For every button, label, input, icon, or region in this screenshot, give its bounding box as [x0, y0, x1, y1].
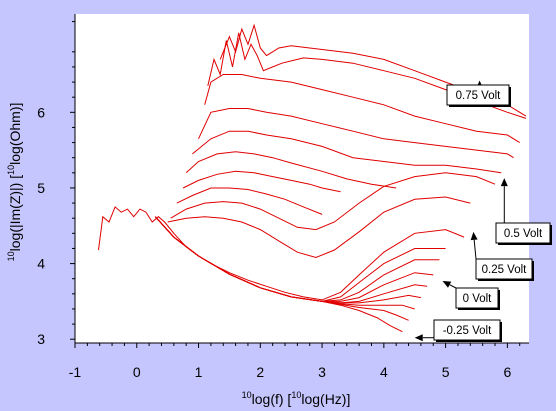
series-line-5: [185, 151, 397, 189]
series-line-6: [182, 170, 341, 193]
annotation-arrow-head: [414, 334, 423, 342]
series-layer: [98, 23, 527, 333]
series-line-1: [207, 32, 527, 119]
annotation-layer: 0.75 Volt 0.5 Volt 0.25 Volt 0 Volt -0.25 Vo…: [414, 80, 552, 342]
annotation: 0.75 Volt: [446, 80, 511, 107]
tick-layer: -1 0 1 2 3 4 5 6 3 4 5 6: [37, 21, 521, 380]
annotation-arrow-head: [500, 178, 508, 187]
annotation: 0.25 Volt: [470, 231, 534, 281]
series-line-8: [170, 172, 496, 231]
annotation-label: 0.5 Volt: [504, 228, 543, 240]
annotation-box: [433, 319, 501, 341]
series-line-0: [219, 23, 527, 117]
annotation-label: 0 Volt: [463, 293, 493, 305]
annotation-label: -0.25 Volt: [443, 325, 492, 337]
x-tick-label: 6: [503, 364, 511, 380]
series-line-7: [176, 187, 323, 215]
x-tick-label: 2: [256, 364, 264, 380]
series-line-2: [204, 74, 520, 144]
series-line-9: [167, 196, 471, 259]
annotation: -0.25 Volt: [414, 319, 502, 342]
annotation-label: 0.25 Volt: [482, 264, 528, 276]
x-tick-label: 3: [318, 364, 326, 380]
y-axis-title: 10log(|Im(Z)|) [10log(Ohm)]: [6, 103, 23, 262]
annotation-arrow-head: [470, 231, 478, 241]
annotation: 0 Volt: [442, 280, 500, 310]
x-tick-label: 0: [133, 364, 141, 380]
annotation-box: [455, 287, 499, 309]
y-tick-label: 3: [37, 331, 45, 347]
series-line-3: [198, 108, 514, 159]
series-line-18: [154, 216, 403, 333]
annotation: 0.5 Volt: [495, 178, 552, 245]
annotation-box: [475, 258, 533, 280]
annotation-label: 0.75 Volt: [456, 90, 502, 102]
x-tick-label: 5: [442, 364, 450, 380]
x-tick-label: -1: [69, 364, 82, 380]
x-tick-label: 4: [380, 364, 388, 380]
annotation-arrow-head: [442, 280, 452, 288]
x-axis-title: 10log(f) [10log(Hz)]: [242, 390, 351, 407]
plot-area: [75, 14, 529, 343]
y-tick-label: 5: [37, 180, 45, 196]
y-tick-label: 6: [37, 104, 45, 120]
x-tick-label: 1: [195, 364, 203, 380]
annotation-arrow-shaft: [449, 284, 457, 289]
annotation-arrow-shaft: [473, 239, 477, 260]
series-line-4: [192, 130, 502, 174]
y-tick-label: 4: [37, 256, 45, 272]
annotation-box: [446, 84, 510, 106]
annotation-box: [495, 222, 551, 244]
